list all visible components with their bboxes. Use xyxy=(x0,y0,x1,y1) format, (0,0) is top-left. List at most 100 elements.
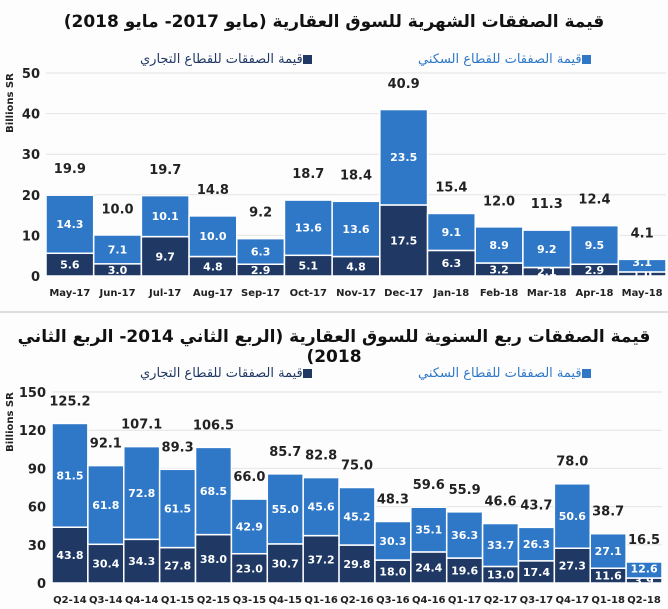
label-commercial: 2.9 xyxy=(251,264,271,277)
label-residential: 27.1 xyxy=(595,545,622,558)
total-label: 43.7 xyxy=(520,498,552,513)
total-label: 15.4 xyxy=(435,180,467,195)
label-commercial: 11.6 xyxy=(595,570,622,583)
label-residential: 9.1 xyxy=(442,226,462,239)
label-residential: 42.9 xyxy=(236,520,263,533)
total-label: 40.9 xyxy=(388,77,420,92)
y-tick-label: 150 xyxy=(19,386,46,401)
bar-commercial xyxy=(140,235,190,277)
total-label: 18.7 xyxy=(292,167,324,182)
total-label: 4.1 xyxy=(631,226,654,241)
x-tick-label: Nov-17 xyxy=(336,288,376,299)
legend-residential-2: قيمة الصفقات للقطاع السكني xyxy=(418,366,599,381)
bar-residential xyxy=(158,468,197,549)
label-residential: 72.8 xyxy=(128,487,155,500)
chart-2-title: قيمة الصفقات ربع السنوية للسوق العقارية … xyxy=(17,327,651,367)
label-commercial: 2.1 xyxy=(537,266,557,279)
label-commercial: 6.3 xyxy=(442,257,462,270)
chart-1-title: قيمة الصفقات الشهرية للسوق العقارية (ماي… xyxy=(63,12,605,32)
divider xyxy=(0,311,668,313)
label-commercial: 17.5 xyxy=(390,234,417,247)
label-residential: 61.5 xyxy=(164,502,191,515)
legend-swatch xyxy=(581,369,591,378)
bar-residential xyxy=(236,237,286,265)
total-label: 78.0 xyxy=(556,455,588,470)
total-label: 66.0 xyxy=(233,470,265,485)
x-tick-label: Q4-15 xyxy=(268,595,302,606)
bar-commercial xyxy=(379,204,429,277)
y-tick-label: 40 xyxy=(22,108,40,123)
x-tick-label: Q3-16 xyxy=(376,595,410,606)
x-tick-label: Q3-14 xyxy=(89,595,123,606)
x-tick-label: Q2-14 xyxy=(53,595,87,606)
bar-residential xyxy=(379,108,429,206)
label-residential: 10.0 xyxy=(199,230,226,243)
bar-residential xyxy=(123,445,161,541)
x-tick-label: Q4-16 xyxy=(412,595,446,606)
label-commercial: 4.8 xyxy=(203,260,223,273)
label-residential: 35.1 xyxy=(415,524,442,537)
x-tick-label: May-18 xyxy=(622,288,663,299)
legend-commercial-2: قيمة الصفقات للقطاع التجاري xyxy=(140,366,320,381)
label-residential: 3.1 xyxy=(632,256,652,269)
y-tick-label: 20 xyxy=(22,189,40,204)
label-residential: 14.3 xyxy=(56,218,83,231)
bar-residential xyxy=(569,224,620,265)
total-label: 75.0 xyxy=(341,459,373,474)
x-tick-label: Q1-16 xyxy=(304,595,338,606)
chart-1: 0 10 20 30 40 50 Billions SR 5.6 14.3 19.9 May-17 3… xyxy=(5,67,667,299)
label-commercial: 5.1 xyxy=(299,260,319,273)
x-tick-label: Oct-17 xyxy=(290,288,327,299)
total-label: 18.4 xyxy=(340,168,372,183)
total-label: 85.7 xyxy=(269,445,301,460)
label-residential: 36.3 xyxy=(451,529,478,542)
label-residential: 13.6 xyxy=(295,222,322,235)
x-tick-label: Q2-18 xyxy=(627,595,661,606)
total-label: 14.8 xyxy=(197,183,229,198)
bar-residential xyxy=(140,194,190,238)
y-tick-label: 0 xyxy=(37,577,46,592)
y-axis-label: Billions SR xyxy=(5,73,16,133)
legend-residential-1: قيمة الصفقات للقطاع السكني xyxy=(418,52,599,67)
label-commercial: 3.0 xyxy=(108,264,128,277)
y-tick-label: 30 xyxy=(28,539,46,554)
bar-residential xyxy=(87,464,125,546)
bar-commercial xyxy=(410,551,448,584)
label-residential: 68.5 xyxy=(200,485,227,498)
label-commercial: 24.4 xyxy=(415,561,442,574)
label-residential: 50.6 xyxy=(559,510,586,523)
label-residential: 55.0 xyxy=(272,503,299,516)
total-label: 11.3 xyxy=(531,197,563,212)
x-tick-label: Q1-17 xyxy=(448,595,482,606)
label-residential: 30.3 xyxy=(379,535,406,548)
bar-residential xyxy=(553,483,591,549)
label-commercial: 17.4 xyxy=(523,566,550,579)
x-tick-label: Apr-18 xyxy=(576,288,614,299)
bar-residential xyxy=(338,486,376,546)
label-commercial: 4.8 xyxy=(346,260,366,273)
x-tick-label: May-17 xyxy=(49,288,90,299)
x-tick-label: Q4-17 xyxy=(556,595,590,606)
label-commercial: 29.8 xyxy=(343,558,370,571)
label-residential: 12.6 xyxy=(630,563,657,576)
label-commercial: 5.6 xyxy=(60,259,80,272)
total-label: 125.2 xyxy=(49,395,90,410)
label-commercial: 30.4 xyxy=(92,558,119,571)
x-tick-label: Mar-18 xyxy=(527,288,567,299)
bar-residential xyxy=(331,200,381,258)
y-tick-label: 30 xyxy=(22,148,40,163)
x-tick-label: Jul-17 xyxy=(148,288,181,299)
label-commercial: 23.0 xyxy=(236,562,263,575)
label-residential: 10.1 xyxy=(152,210,179,223)
label-commercial: 2.9 xyxy=(585,264,605,277)
y-tick-label: 90 xyxy=(28,462,46,477)
label-residential: 45.6 xyxy=(308,501,335,514)
x-tick-label: Q1-15 xyxy=(161,595,195,606)
x-tick-label: Sep-17 xyxy=(241,288,280,299)
bar-residential xyxy=(617,258,667,273)
total-label: 89.3 xyxy=(162,440,194,455)
label-commercial: 30.7 xyxy=(272,557,299,570)
total-label: 12.0 xyxy=(483,194,515,209)
bar-residential xyxy=(45,194,95,255)
